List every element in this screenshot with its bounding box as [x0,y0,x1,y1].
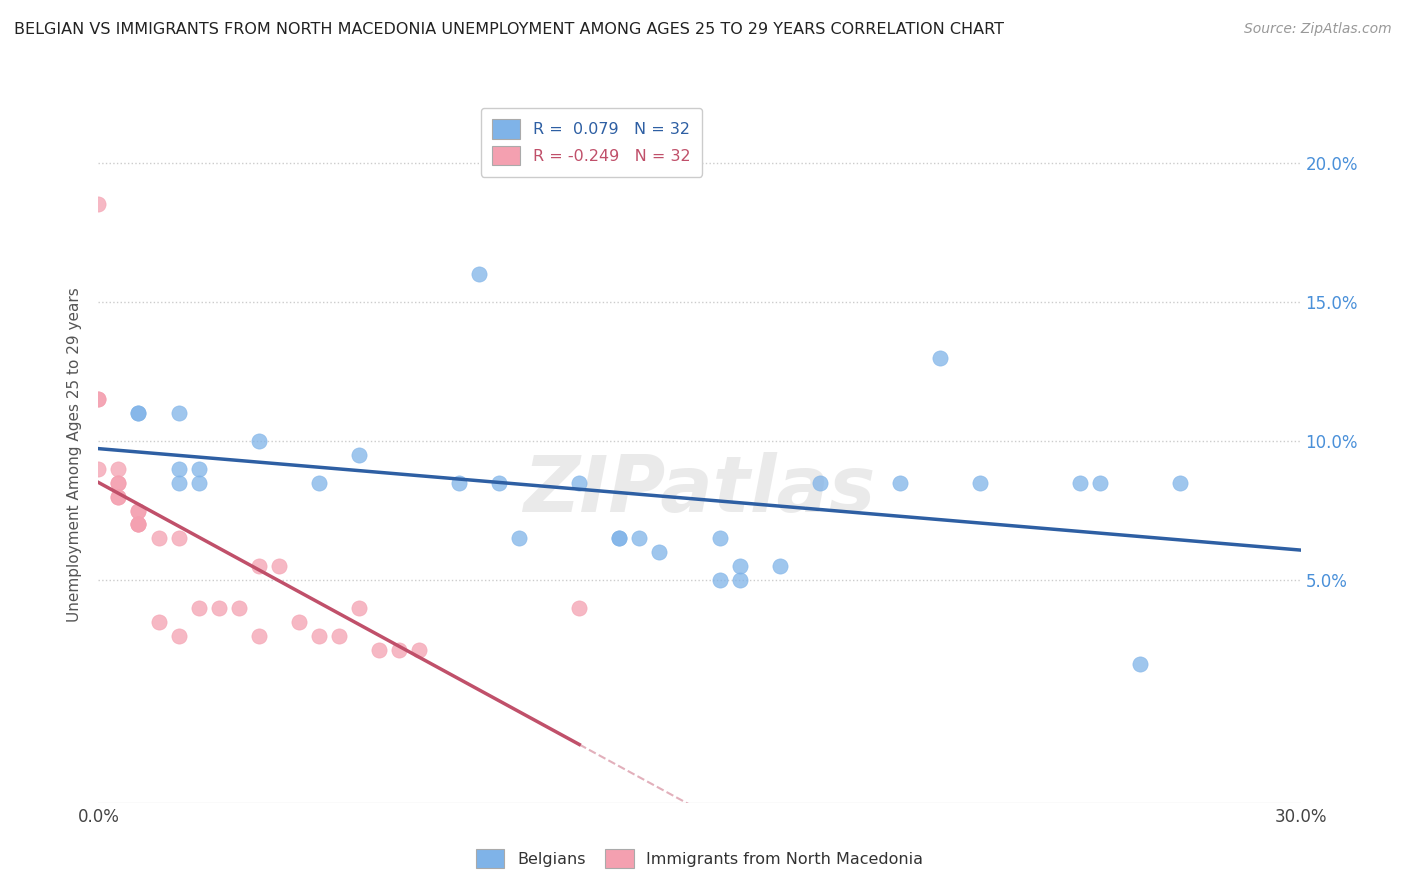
Point [728,559,751,574]
Point [87,462,110,476]
Point [889,475,911,490]
Point [709,573,731,587]
Point [187,462,209,476]
Point [1088,475,1111,490]
Point [167,462,190,476]
Point [609,532,631,546]
Point [87,392,110,407]
Point [1069,475,1091,490]
Point [508,532,530,546]
Point [388,642,411,657]
Point [167,629,190,643]
Point [808,475,831,490]
Point [247,629,270,643]
Point [609,532,631,546]
Point [267,559,290,574]
Point [347,448,370,462]
Point [128,503,150,517]
Point [447,475,470,490]
Point [107,490,129,504]
Point [648,545,671,559]
Point [347,601,370,615]
Point [628,532,651,546]
Point [308,629,330,643]
Y-axis label: Unemployment Among Ages 25 to 29 years: Unemployment Among Ages 25 to 29 years [67,287,83,623]
Point [969,475,991,490]
Point [468,267,491,281]
Point [728,573,751,587]
Point [308,475,330,490]
Point [1129,657,1152,671]
Text: ZIPatlas: ZIPatlas [523,451,876,528]
Point [247,434,270,448]
Point [128,406,150,420]
Point [929,351,952,365]
Point [247,559,270,574]
Point [709,532,731,546]
Point [128,517,150,532]
Point [408,642,430,657]
Point [328,629,350,643]
Point [167,532,190,546]
Point [148,615,170,629]
Point [167,406,190,420]
Point [167,475,190,490]
Point [208,601,231,615]
Text: BELGIAN VS IMMIGRANTS FROM NORTH MACEDONIA UNEMPLOYMENT AMONG AGES 25 TO 29 YEAR: BELGIAN VS IMMIGRANTS FROM NORTH MACEDON… [14,22,1004,37]
Point [107,475,129,490]
Point [107,475,129,490]
Text: Source: ZipAtlas.com: Source: ZipAtlas.com [1244,22,1392,37]
Point [128,517,150,532]
Point [488,475,510,490]
Point [87,392,110,407]
Point [107,462,129,476]
Point [148,532,170,546]
Point [107,490,129,504]
Point [288,615,311,629]
Point [87,197,110,211]
Legend: Belgians, Immigrants from North Macedonia: Belgians, Immigrants from North Macedoni… [470,843,929,875]
Point [368,642,391,657]
Point [228,601,250,615]
Point [128,517,150,532]
Point [128,503,150,517]
Point [568,475,591,490]
Point [187,601,209,615]
Point [1170,475,1192,490]
Point [769,559,792,574]
Point [128,406,150,420]
Point [187,475,209,490]
Point [568,601,591,615]
